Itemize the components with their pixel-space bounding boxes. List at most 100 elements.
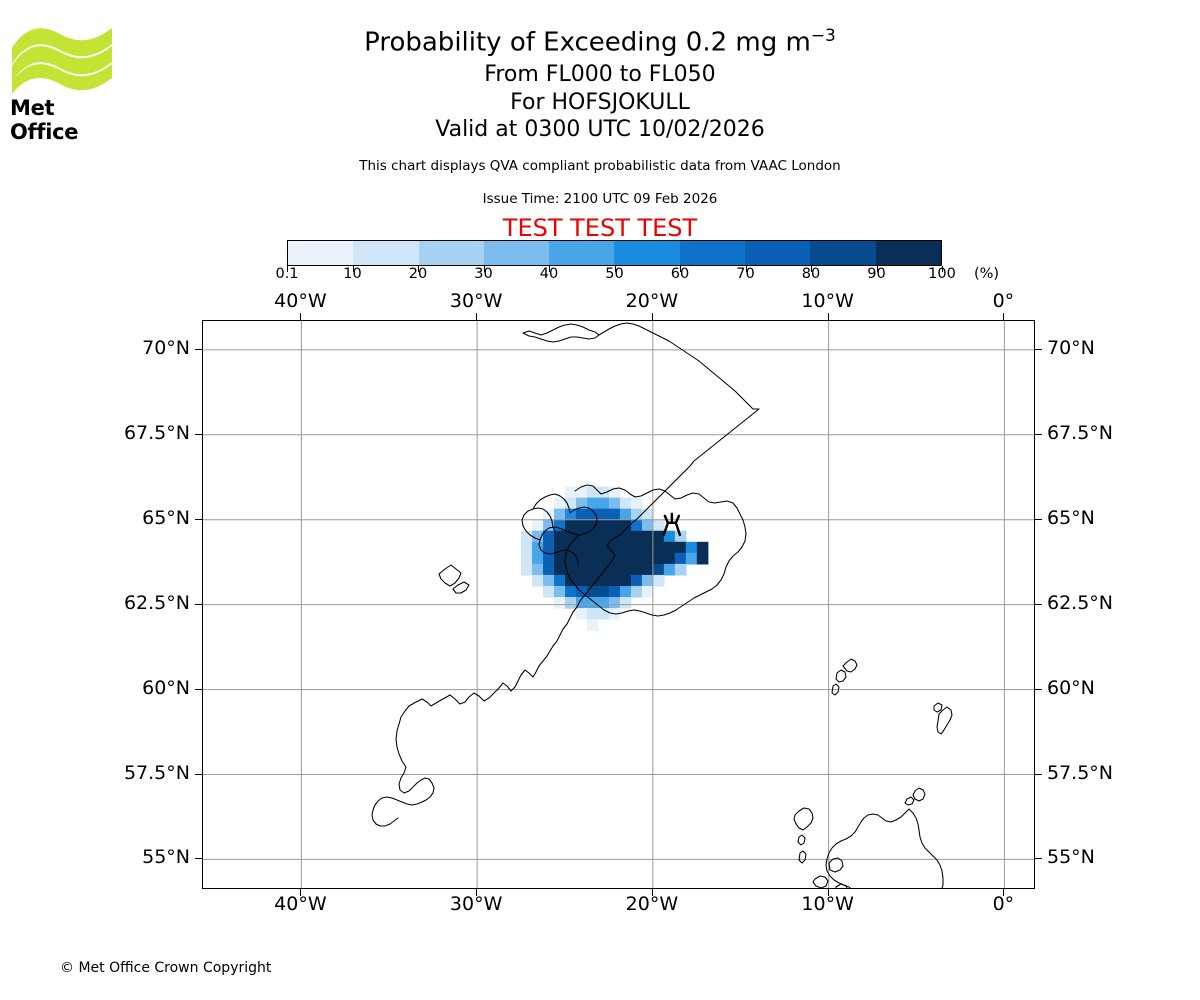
probability-colorbar (287, 240, 943, 272)
greenland-northeast-coast (598, 322, 760, 410)
ash-cell (576, 597, 588, 609)
ash-cell (619, 574, 632, 587)
lat-tick-left-0 (195, 348, 202, 350)
colorbar-gradient (287, 240, 942, 266)
ash-cell (641, 530, 654, 543)
met-office-logo: Met Office (8, 18, 120, 144)
ash-cell (586, 585, 599, 598)
ash-cell (630, 574, 643, 587)
lon-label-bottom-30°W: 30°W (449, 893, 503, 915)
ash-cell (543, 574, 555, 587)
ash-cell (608, 541, 621, 554)
ash-cell (586, 574, 599, 587)
ash-cell (597, 497, 610, 510)
ash-cell (565, 585, 577, 598)
ash-cell (565, 486, 577, 499)
ash-cell (641, 585, 654, 598)
ash-cell (586, 597, 599, 609)
lon-tick-top-4 (1003, 313, 1005, 320)
ash-cell (554, 597, 566, 609)
ash-cell (554, 530, 566, 543)
ash-cell (641, 508, 654, 521)
ash-cell (576, 497, 588, 510)
ash-cell (619, 563, 632, 576)
iceland-westfjords-south (538, 526, 580, 564)
lat-tick-left-5 (195, 773, 202, 775)
met-office-logo-text: Met Office (10, 96, 79, 144)
colorbar-swatch-0 (288, 241, 354, 265)
ash-cell (608, 552, 621, 565)
lon-label-bottom-10°W: 10°W (801, 893, 854, 915)
lat-label-right-55°N: 55°N (1047, 846, 1095, 869)
shetland-north (933, 702, 943, 713)
ash-cell (619, 519, 632, 532)
lon-tick-bottom-4 (1003, 889, 1005, 896)
ash-cell (565, 497, 577, 510)
ash-cell (532, 519, 544, 532)
colorbar-swatch-4 (549, 241, 615, 265)
iceland-westfjords-west (521, 507, 556, 541)
ash-cell (576, 552, 588, 565)
ash-cell (641, 563, 654, 576)
ash-cell (543, 563, 555, 576)
ash-cell (630, 563, 643, 576)
valid-time-label: Valid at 0300 UTC 10/02/2026 (435, 117, 765, 142)
ash-cell (663, 530, 676, 543)
ash-cell (608, 508, 621, 521)
ash-cell (619, 597, 632, 609)
colorbar-label-20: 20 (408, 266, 428, 282)
colorbar-swatch-3 (483, 241, 550, 265)
lon-label-top-20°W: 20°W (625, 290, 679, 312)
ash-cell (576, 486, 588, 499)
colorbar-swatch-6 (679, 241, 746, 265)
colorbar-label-50: 50 (605, 266, 624, 282)
colorbar-swatch-5 (614, 241, 680, 265)
qva-note: This chart displays QVA compliant probab… (359, 158, 841, 174)
ash-cell (532, 574, 544, 587)
ash-cell (576, 574, 588, 587)
colorbar-tick-8 (811, 266, 812, 272)
ash-cell (554, 574, 566, 587)
ash-cell (619, 508, 632, 521)
ash-cell (554, 497, 566, 510)
greenland-south-b (371, 796, 423, 827)
ash-cell (565, 541, 577, 554)
ash-cell (608, 597, 621, 609)
ash-cell (685, 552, 698, 565)
lon-label-bottom-40°W: 40°W (274, 893, 327, 915)
page-title-exponent: −3 (810, 26, 836, 46)
ash-cell (543, 585, 555, 598)
ash-cell (565, 563, 577, 576)
iceland-westfjords-ne (569, 506, 598, 536)
lat-tick-left-2 (195, 518, 202, 520)
ash-cell (565, 552, 577, 565)
ash-cell (630, 552, 643, 565)
map-plot-area[interactable] (202, 320, 1035, 889)
colorbar-tick-10 (942, 266, 943, 272)
colorbar-label-70: 70 (736, 266, 755, 282)
orkney-south (904, 796, 915, 806)
ash-cell (619, 585, 632, 598)
ash-cell (554, 519, 566, 532)
ash-cell (696, 552, 709, 565)
scotland-north-coast (825, 808, 910, 888)
ash-cell (532, 552, 544, 565)
ash-cell (597, 541, 610, 554)
ash-cell (597, 519, 610, 532)
greenland-fjord-a (438, 564, 462, 587)
met-office-wave-icon (12, 28, 112, 94)
ash-cell (521, 563, 533, 576)
lat-lon-gridlines (203, 321, 1034, 888)
volcano-icon (662, 512, 682, 537)
ash-cell (641, 541, 654, 554)
ash-cell (652, 530, 665, 543)
ash-cell (586, 608, 599, 620)
colorbar-tick-4 (549, 266, 550, 272)
lat-tick-right-1 (1035, 433, 1042, 435)
faroe-islands-b (835, 669, 847, 683)
ash-cell (608, 563, 621, 576)
colorbar-label-80: 80 (801, 266, 821, 282)
greenland-south-tip (398, 766, 435, 803)
lon-label-bottom-20°W: 20°W (625, 893, 679, 915)
outer-hebrides-north (793, 807, 814, 831)
